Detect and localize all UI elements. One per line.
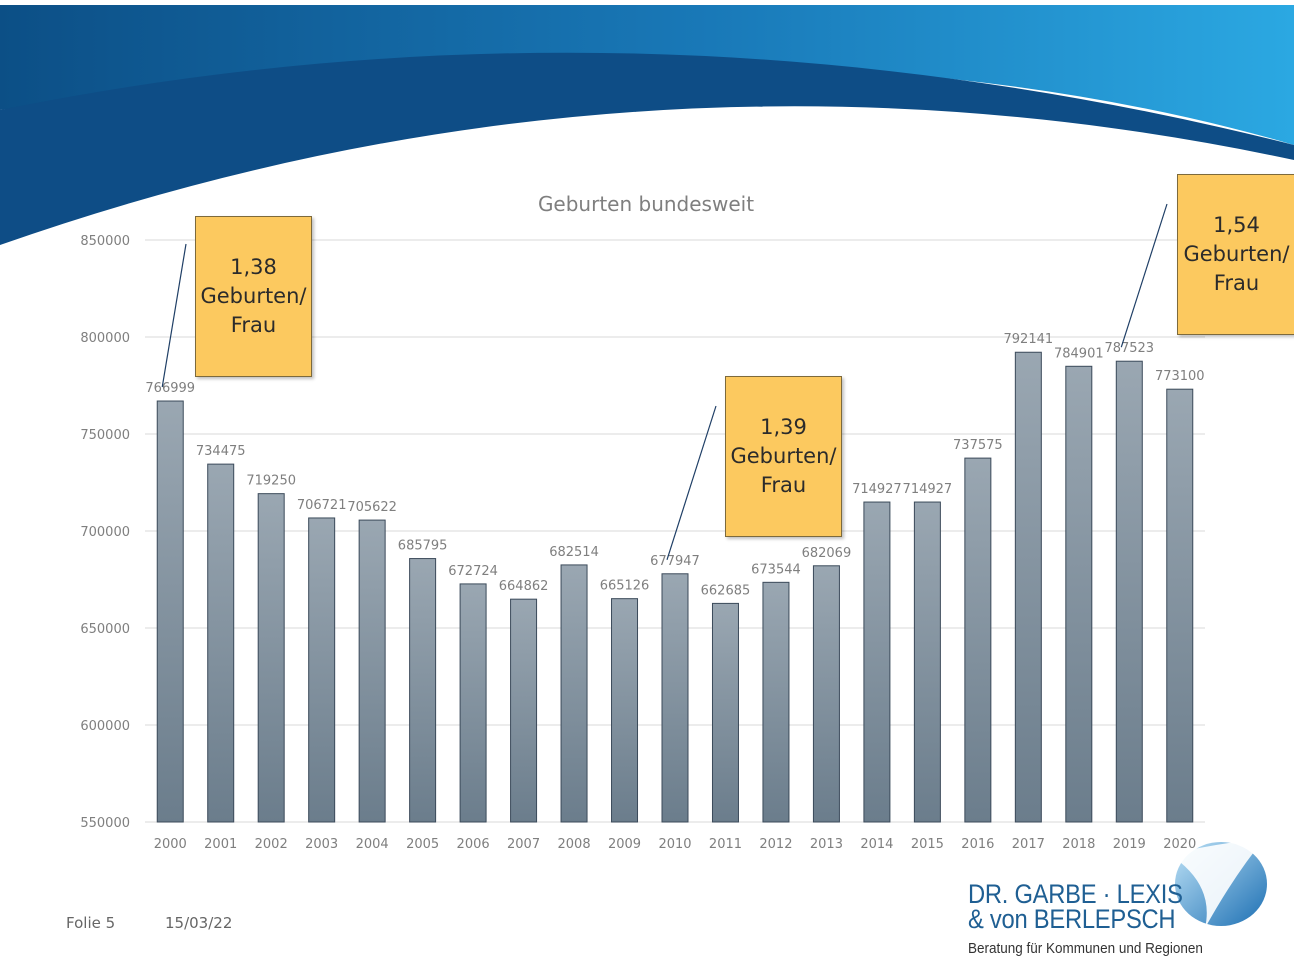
- bar-2014: [863, 501, 891, 823]
- callout-fertility-2000: 1,38 Geburten/ Frau: [195, 216, 312, 377]
- bar-2000: [156, 400, 184, 823]
- callout-fertility-2010: 1,39 Geburten/ Frau: [725, 376, 842, 537]
- bar-2010: [661, 573, 689, 823]
- bar-2009: [611, 598, 639, 823]
- y-tick-label: 750000: [80, 428, 130, 443]
- y-tick-label: 600000: [80, 719, 130, 734]
- x-axis-tick-labels: 2000 2001 2002 2003 2004 2005 2006 2007 2008 2009…: [154, 837, 1197, 852]
- value-label-2011: 662685: [701, 583, 751, 598]
- logo-name-line2: & von BERLEPSCH: [968, 904, 1176, 934]
- value-label-2000: 766999: [145, 381, 195, 396]
- value-label-2008: 682514: [549, 545, 599, 560]
- x-tick-label-2013: 2013: [810, 837, 843, 852]
- value-label-2003: 706721: [297, 498, 347, 513]
- value-label-2002: 719250: [246, 474, 296, 489]
- x-tick-label-2015: 2015: [911, 837, 944, 852]
- bar-2003: [308, 517, 336, 823]
- bar-series: [156, 351, 1194, 823]
- bar-2017: [1014, 351, 1042, 823]
- x-tick-label-2020: 2020: [1163, 837, 1196, 852]
- bar-2011: [711, 602, 739, 823]
- x-tick-label-2008: 2008: [558, 837, 591, 852]
- bar-2005: [409, 558, 437, 823]
- leader-line-2019: [1120, 203, 1168, 348]
- slide-date: 15/03/22: [165, 914, 233, 932]
- value-label-2006: 672724: [448, 564, 498, 579]
- x-tick-label-2019: 2019: [1113, 837, 1146, 852]
- y-tick-label: 650000: [80, 622, 130, 637]
- bar-2020: [1166, 388, 1194, 823]
- value-label-2019: 787523: [1104, 341, 1154, 356]
- logo-tagline: Beratung für Kommunen und Regionen: [968, 940, 1203, 957]
- x-tick-label-2007: 2007: [507, 837, 540, 852]
- x-tick-label-2009: 2009: [608, 837, 641, 852]
- value-label-2009: 665126: [600, 579, 650, 594]
- bar-2008: [560, 564, 588, 823]
- bar-2004: [358, 519, 386, 823]
- y-tick-label: 700000: [80, 525, 130, 540]
- bar-2019: [1115, 360, 1143, 823]
- callout-fertility-2019: 1,54 Geburten/ Frau: [1177, 174, 1294, 335]
- value-label-2007: 664862: [499, 579, 549, 594]
- x-tick-label-2005: 2005: [406, 837, 439, 852]
- slide-number: Folie 5: [66, 914, 116, 932]
- bar-2018: [1065, 365, 1093, 823]
- y-tick-label: 800000: [80, 331, 130, 346]
- logo-name-line1: DR. GARBE · LEXIS: [968, 879, 1183, 909]
- x-tick-label-2014: 2014: [860, 837, 893, 852]
- value-label-2016: 737575: [953, 438, 1003, 453]
- bar-2002: [257, 493, 285, 823]
- value-label-2010: 677947: [650, 554, 700, 569]
- y-axis-tick-labels: 550000 600000 650000 700000 750000 800000 8500…: [80, 234, 130, 831]
- value-label-2015: 714927: [903, 482, 953, 497]
- header-banner: [0, 5, 1294, 245]
- leader-line-2000: [161, 243, 187, 388]
- value-label-2013: 682069: [802, 546, 852, 561]
- value-label-2017: 792141: [1004, 332, 1054, 347]
- x-tick-label-2006: 2006: [457, 837, 490, 852]
- y-tick-label: 850000: [80, 234, 130, 249]
- x-tick-label-2003: 2003: [305, 837, 338, 852]
- bar-2015: [913, 501, 941, 823]
- value-label-2012: 673544: [751, 562, 801, 577]
- callout-leader-lines: [161, 203, 1168, 560]
- bar-2012: [762, 581, 790, 823]
- value-label-2018: 784901: [1054, 346, 1104, 361]
- x-tick-label-2010: 2010: [658, 837, 691, 852]
- x-tick-label-2018: 2018: [1062, 837, 1095, 852]
- bar-2001: [207, 463, 235, 823]
- x-tick-label-2012: 2012: [759, 837, 792, 852]
- leader-line-2010: [666, 405, 717, 560]
- x-tick-label-2016: 2016: [961, 837, 994, 852]
- value-label-2014: 714927: [852, 482, 902, 497]
- bar-2007: [510, 598, 538, 823]
- y-tick-label: 550000: [80, 816, 130, 831]
- x-tick-label-2011: 2011: [709, 837, 742, 852]
- value-label-2001: 734475: [196, 444, 246, 459]
- x-tick-label-2000: 2000: [154, 837, 187, 852]
- bar-2016: [964, 457, 992, 823]
- x-tick-label-2004: 2004: [356, 837, 389, 852]
- x-tick-label-2002: 2002: [255, 837, 288, 852]
- logo-swoosh-icon: [1169, 838, 1267, 928]
- x-tick-label-2017: 2017: [1012, 837, 1045, 852]
- chart-title: Geburten bundesweit: [538, 192, 754, 216]
- bar-2006: [459, 583, 487, 823]
- x-tick-label-2001: 2001: [204, 837, 237, 852]
- value-label-2004: 705622: [347, 500, 397, 515]
- value-label-2020: 773100: [1155, 369, 1205, 384]
- bar-2013: [812, 565, 840, 823]
- value-label-2005: 685795: [398, 539, 448, 554]
